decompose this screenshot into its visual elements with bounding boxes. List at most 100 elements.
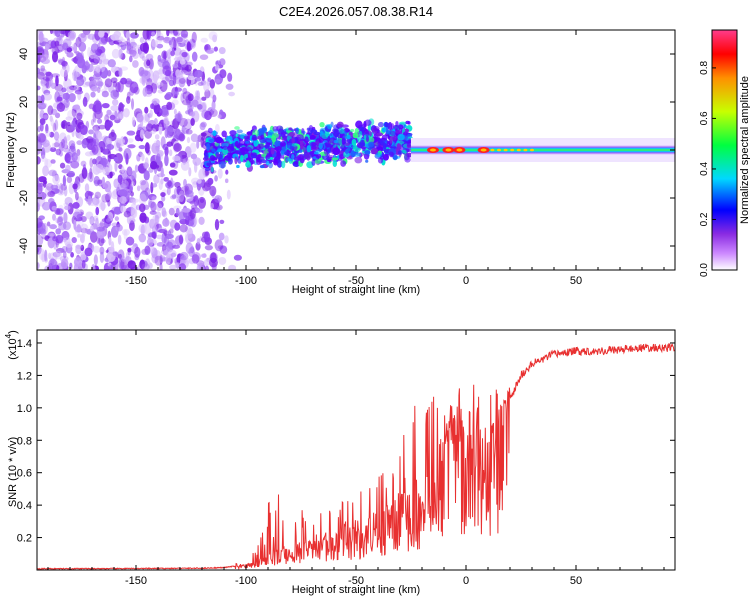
heatmap-cell [149,210,157,215]
heatmap-cell [326,158,332,163]
heatmap-cell [227,72,233,82]
heatmap-cell [266,139,273,143]
heatmap-cell [311,158,316,166]
heatmap-cell [155,139,161,149]
heatmap-cell [143,222,152,235]
heatmap-cell [118,38,127,46]
heatmap-cell [392,155,398,160]
snr-y-scale-exp: 4 [4,333,13,338]
heatmap-cell [212,94,217,103]
heatmap-cell [405,148,413,153]
heatmap-cell [155,32,164,43]
heatmap-cell [207,127,213,134]
heatmap-cell [210,166,214,173]
heatmap-cell [118,147,123,152]
heatmap-cell [59,67,68,78]
heatmap-cell [50,117,54,127]
heatmap-cell [139,212,147,224]
heatmap-cell [60,258,69,269]
heatmap-cell [42,114,49,119]
heatmap-cell [106,109,112,116]
heatmap-cell [395,129,402,134]
heatmap-cell [123,229,128,241]
heatmap-cell [199,54,209,60]
heatmap-cell [291,137,295,145]
heatmap-cell [84,247,93,257]
snr-y-tick-label: 1.0 [17,403,32,415]
heatmap-cell [530,148,534,152]
heatmap-cell [226,189,231,200]
heatmap-cell [111,48,120,59]
heatmap-cell [81,138,88,149]
heatmap-cell [260,153,267,158]
heatmap-cell [318,142,323,150]
heatmap-cell [44,249,48,262]
heatmap-cell [52,236,58,242]
heatmap-cell [179,78,186,85]
heatmap-cell [90,91,96,98]
heatmap-cell [156,30,161,39]
heatmap-cell [161,210,168,218]
heatmap-cell [49,224,57,230]
heatmap-cell [49,191,55,196]
heatmap-cell [126,43,132,55]
snr-x-tick-label: -100 [235,575,257,587]
heatmap-cell [72,201,80,209]
snr-y-tick-label: 0.8 [17,435,32,447]
heatmap-cell [138,193,147,206]
heatmap-cell [185,110,191,115]
heatmap-cell [76,140,83,146]
heatmap-cell [70,143,76,153]
heatmap-cell [47,105,54,116]
heatmap-cell [204,152,209,160]
heatmap-cell [211,99,216,112]
heatmap-cell [171,194,177,199]
heatmap-cell [81,64,87,74]
heatmap-cell [160,255,166,262]
snr-x-label: Height of straight line (km) [292,584,420,596]
heatmap-cell [107,59,116,68]
heatmap-cell [38,31,44,43]
heatmap-cell [250,152,257,156]
heatmap-cell [151,82,158,94]
heatmap-cell [406,142,411,147]
heatmap-cell [95,163,104,174]
snr-y-scale: (x104) [4,330,19,360]
heatmap-cell [52,251,61,258]
heatmap-cell [204,265,209,270]
heatmap-cell [178,211,186,222]
heatmap-cell [55,208,64,216]
heatmap-cell [196,90,200,101]
heatmap-cell [336,121,344,128]
heatmap-cell [39,118,46,124]
heatmap-cell [37,46,45,56]
heatmap-cell [71,108,77,117]
heatmap-cell [204,244,213,251]
heatmap-cell [150,201,157,213]
heatmap-cell [37,71,45,80]
snr-y-tick-label: 1.4 [17,338,32,350]
heatmap-cell [341,137,346,146]
heatmap-cell [99,251,105,263]
heatmap-cell [111,261,119,270]
heatmap-cell [225,83,234,90]
heatmap-cell [42,142,52,153]
heatmap-cell [201,101,207,112]
heatmap-cell [497,148,501,152]
heatmap-cell [203,259,210,267]
heatmap-cell [58,45,63,51]
heatmap-cell [121,166,125,174]
heatmap-cell [377,157,384,164]
heatmap-cell [160,136,166,149]
heatmap-cell [41,54,51,64]
heatmap-cell [129,218,136,223]
heatmap-cell [283,151,290,156]
heatmap-cell [173,205,182,210]
heatmap-cell [398,121,407,125]
heatmap-cell [178,133,185,142]
heatmap-cell [88,129,95,135]
heatmap-cell [120,259,128,270]
heatmap-cell [99,246,105,255]
colorbar-tick-label: 0.2 [699,212,710,226]
heatmap-cell [169,228,174,234]
